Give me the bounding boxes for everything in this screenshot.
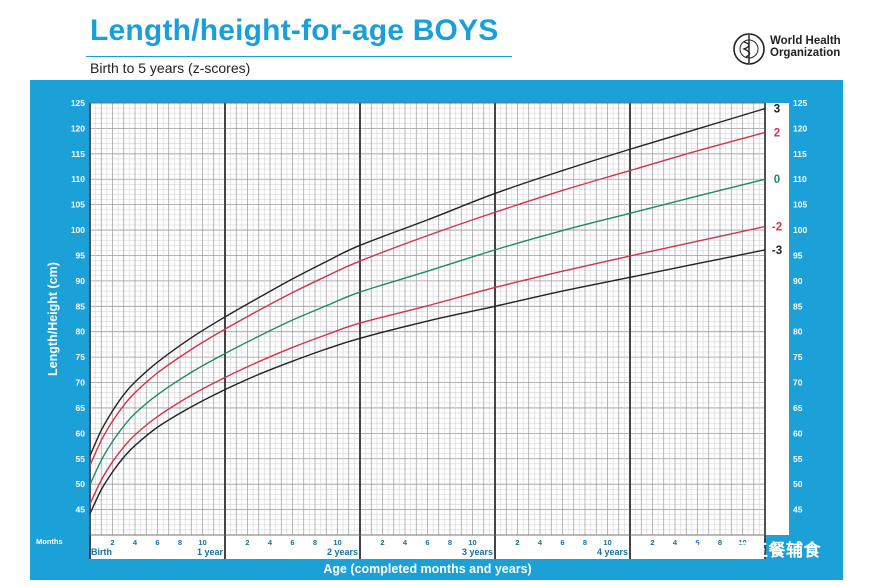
month-tick-label: 10 xyxy=(468,538,476,547)
year-label: 1 year xyxy=(197,547,224,557)
month-tick-label: 6 xyxy=(155,538,159,547)
y-tick-label-right: 125 xyxy=(793,98,807,108)
y-tick-label-right: 95 xyxy=(793,250,803,260)
who-logo-line2: Organization xyxy=(770,47,841,59)
y-axis-title: Length/Height (cm) xyxy=(46,262,60,376)
y-tick-label-left: 100 xyxy=(71,225,85,235)
year-label: Birth xyxy=(91,547,112,557)
z-score-label: -2 xyxy=(772,222,782,234)
y-tick-label-left: 45 xyxy=(76,505,86,515)
month-tick-label: 4 xyxy=(268,538,273,547)
plot-border xyxy=(89,102,766,536)
month-tick-label: 4 xyxy=(133,538,138,547)
z-curve--2 xyxy=(89,225,766,505)
month-tick-label: 2 xyxy=(245,538,249,547)
y-tick-label-left: 95 xyxy=(76,250,86,260)
x-axis-title: Age (completed months and years) xyxy=(323,562,531,576)
month-tick-label: 10 xyxy=(333,538,341,547)
y-tick-label-left: 115 xyxy=(71,149,85,159)
months-label: Months xyxy=(36,537,63,546)
y-tick-label-right: 75 xyxy=(793,352,803,362)
y-tick-label-right: 60 xyxy=(793,428,803,438)
month-tick-label: 4 xyxy=(673,538,678,547)
y-tick-label-right: 105 xyxy=(793,200,807,210)
z-score-label: 0 xyxy=(774,174,780,186)
y-tick-label-right: 100 xyxy=(793,225,807,235)
month-tick-label: 10 xyxy=(603,538,611,547)
z-curve-2 xyxy=(89,131,766,466)
y-tick-label-left: 105 xyxy=(71,200,85,210)
month-tick-label: 6 xyxy=(695,538,699,547)
y-tick-label-left: 110 xyxy=(71,174,85,184)
y-tick-label-right: 115 xyxy=(793,149,807,159)
year-label: 3 years xyxy=(462,547,493,557)
who-logo: World Health Organization xyxy=(732,32,852,68)
month-tick-label: 8 xyxy=(313,538,317,547)
month-tick-label: 2 xyxy=(110,538,114,547)
chart-grid xyxy=(89,102,766,559)
y-tick-label-right: 55 xyxy=(793,454,803,464)
month-tick-label: 4 xyxy=(403,538,408,547)
y-tick-label-left: 70 xyxy=(76,378,86,388)
y-tick-label-left: 120 xyxy=(71,123,85,133)
month-tick-label: 4 xyxy=(538,538,543,547)
y-tick-label-left: 75 xyxy=(76,352,86,362)
chart-curves xyxy=(89,107,766,514)
month-tick-label: 10 xyxy=(738,538,746,547)
y-tick-label-right: 45 xyxy=(793,505,803,515)
month-tick-label: 10 xyxy=(198,538,206,547)
y-tick-label-left: 85 xyxy=(76,301,86,311)
month-tick-label: 2 xyxy=(515,538,519,547)
month-tick-label: 2 xyxy=(650,538,654,547)
y-tick-label-left: 60 xyxy=(76,428,86,438)
month-tick-label: 6 xyxy=(290,538,294,547)
page-title: Length/height-for-age BOYS xyxy=(90,14,499,47)
month-tick-label: 8 xyxy=(448,538,452,547)
y-tick-label-left: 125 xyxy=(71,98,85,108)
month-tick-label: 8 xyxy=(583,538,587,547)
month-tick-label: 2 xyxy=(380,538,384,547)
y-tick-label-right: 50 xyxy=(793,479,803,489)
month-tick-label: 6 xyxy=(560,538,564,547)
who-logo-line1: World Health xyxy=(770,35,841,47)
y-tick-label-left: 80 xyxy=(76,327,86,337)
z-curve-3 xyxy=(89,107,766,457)
month-strip xyxy=(90,535,765,559)
month-tick-label: 8 xyxy=(718,538,722,547)
y-tick-label-right: 85 xyxy=(793,301,803,311)
title-rule xyxy=(86,56,512,57)
y-tick-label-right: 120 xyxy=(793,123,807,133)
y-tick-label-right: 70 xyxy=(793,378,803,388)
z-curve--3 xyxy=(89,249,766,514)
y-tick-label-left: 50 xyxy=(76,479,86,489)
y-tick-label-right: 80 xyxy=(793,327,803,337)
y-tick-label-left: 90 xyxy=(76,276,86,286)
who-logo-text: World Health Organization xyxy=(770,35,841,59)
month-tick-label: 6 xyxy=(425,538,429,547)
year-label: 2 years xyxy=(327,547,358,557)
wechat-icon xyxy=(679,540,704,558)
z-score-label: -3 xyxy=(772,245,782,257)
z-label-strip xyxy=(765,103,789,535)
z-curve-0 xyxy=(89,178,766,485)
y-tick-label-right: 110 xyxy=(793,174,807,184)
month-tick-label: 8 xyxy=(178,538,182,547)
y-tick-label-right: 65 xyxy=(793,403,803,413)
z-score-label: 2 xyxy=(774,127,780,139)
year-label: 4 years xyxy=(597,547,628,557)
watermark-text: 一日五餐辅食 xyxy=(716,541,821,560)
z-score-label: 3 xyxy=(774,104,780,116)
y-tick-label-left: 65 xyxy=(76,403,86,413)
who-emblem-icon xyxy=(733,33,765,65)
y-tick-label-right: 90 xyxy=(793,276,803,286)
page-subtitle: Birth to 5 years (z-scores) xyxy=(90,60,251,76)
y-tick-label-left: 55 xyxy=(76,454,86,464)
